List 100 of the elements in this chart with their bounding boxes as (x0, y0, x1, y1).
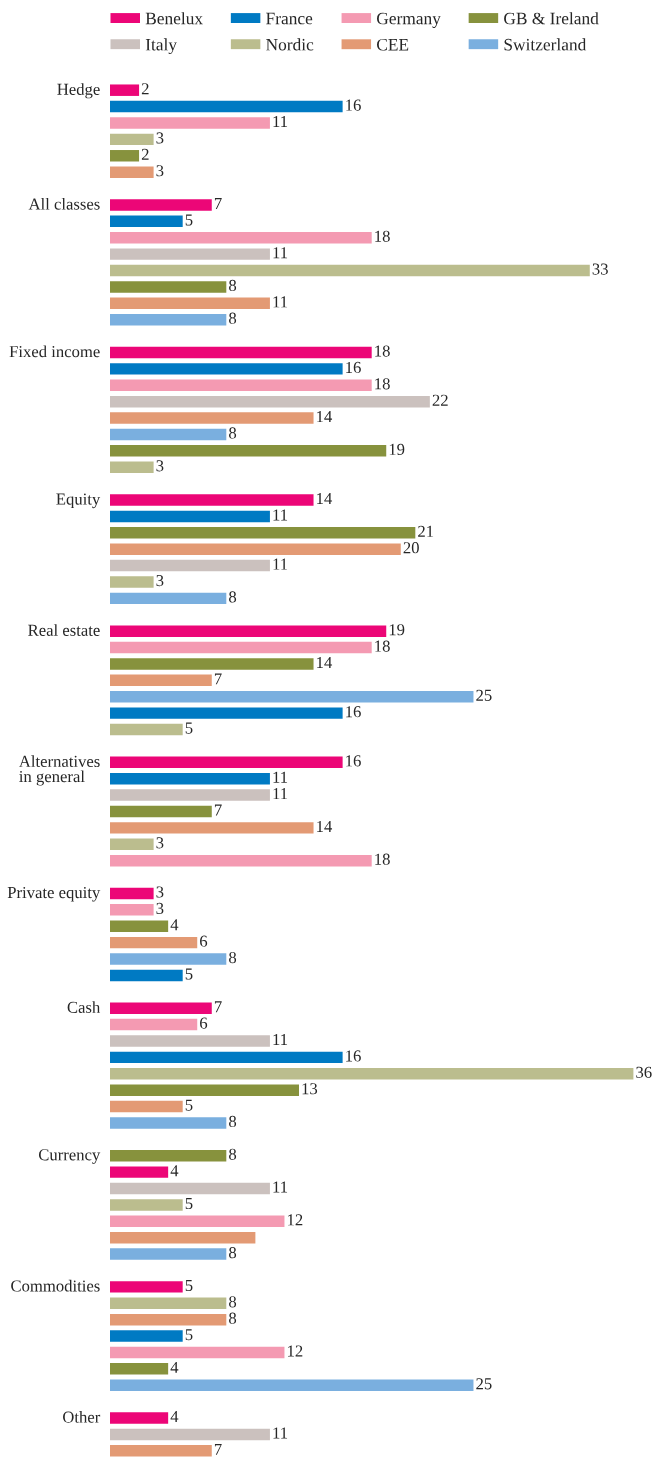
bar (110, 199, 212, 211)
bar (110, 1445, 212, 1457)
y-tick-label: Real estate (28, 624, 100, 636)
legend-label: Benelux (145, 12, 203, 25)
data-label: 11 (273, 771, 288, 783)
bar (110, 166, 154, 178)
bar (110, 1248, 227, 1260)
bar (110, 1281, 183, 1293)
data-label: 7 (214, 804, 222, 816)
data-label: 3 (156, 132, 164, 144)
bar (110, 264, 590, 277)
bar (110, 363, 343, 375)
data-label: 2 (141, 148, 149, 160)
y-tick-label: All classes (28, 197, 100, 210)
bar (110, 1166, 169, 1178)
bar (110, 772, 270, 785)
bar (110, 379, 372, 392)
bar (110, 658, 314, 670)
bar (110, 625, 387, 637)
bar (110, 133, 154, 146)
bar (110, 445, 387, 457)
bar (110, 248, 270, 260)
bar (110, 1363, 169, 1375)
bar (110, 904, 154, 916)
y-tick-label: Currency (38, 1149, 101, 1164)
data-label: 11 (273, 115, 288, 127)
bar (110, 1002, 212, 1014)
bar (110, 1297, 227, 1310)
data-label: 14 (317, 493, 333, 505)
y-tick-label: Alternatives in general (18, 755, 100, 786)
bar (110, 1346, 285, 1359)
bar (110, 1084, 300, 1096)
data-label: 20 (403, 542, 419, 554)
legend-label: France (266, 12, 313, 25)
bar (110, 84, 140, 96)
bar (110, 1149, 227, 1162)
data-label: 18 (375, 378, 390, 390)
bar (110, 674, 212, 687)
bar (110, 1117, 227, 1129)
data-label: 5 (185, 968, 193, 980)
data-label: 11 (273, 247, 288, 259)
bar (110, 1051, 343, 1064)
data-label: 14 (317, 820, 333, 832)
bar (110, 1428, 270, 1441)
data-label: 8 (229, 591, 237, 603)
data-label: 22 (432, 394, 448, 406)
data-label: 11 (273, 296, 288, 308)
bar (110, 1199, 183, 1211)
data-label: 19 (389, 443, 405, 456)
bar (110, 592, 227, 605)
bar (110, 953, 227, 965)
data-label: 18 (375, 230, 390, 242)
data-label: 11 (273, 558, 288, 570)
bar (110, 494, 314, 506)
bar (110, 1330, 183, 1342)
bar (110, 854, 372, 867)
data-label: 7 (214, 1001, 222, 1013)
bar (110, 527, 416, 539)
data-label: 13 (302, 1083, 318, 1095)
bar (110, 346, 372, 359)
bar (110, 1231, 256, 1244)
data-label: 4 (170, 919, 179, 931)
bar (110, 936, 198, 949)
bar (110, 412, 314, 424)
bar (110, 281, 227, 293)
bar (110, 461, 154, 473)
data-label: 5 (185, 1099, 193, 1111)
data-label: 11 (273, 509, 288, 521)
bar (110, 1412, 169, 1424)
bar (110, 576, 154, 588)
y-tick-label: Hedge (57, 83, 100, 99)
data-label: 12 (288, 1345, 303, 1357)
bar (110, 1018, 198, 1031)
data-label: 5 (185, 214, 193, 226)
bar (110, 1035, 270, 1047)
data-label: 5 (185, 1279, 193, 1292)
bar (110, 510, 270, 523)
legend-label: Italy (145, 38, 177, 55)
data-label: 14 (317, 411, 333, 423)
legend-label: Nordic (266, 38, 314, 51)
bar (110, 805, 212, 818)
data-label: 25 (476, 689, 492, 701)
data-label: 5 (185, 722, 193, 734)
bar (110, 1068, 634, 1080)
bar (110, 543, 401, 555)
bar (110, 641, 372, 654)
data-label: 4 (170, 1411, 179, 1423)
data-label: 25 (476, 1378, 492, 1390)
bar (110, 723, 183, 736)
y-tick-label: Cash (67, 1001, 101, 1013)
data-label: 8 (229, 1312, 237, 1324)
y-tick-label: Commodities (11, 1279, 100, 1292)
data-label: 4 (170, 1361, 179, 1373)
bar (110, 150, 140, 162)
y-tick-label: Private equity (7, 886, 101, 902)
bar (110, 920, 169, 932)
data-label: 3 (156, 837, 164, 849)
data-label: 5 (185, 1198, 193, 1210)
bar (110, 1100, 183, 1113)
data-label: 7 (214, 198, 222, 209)
